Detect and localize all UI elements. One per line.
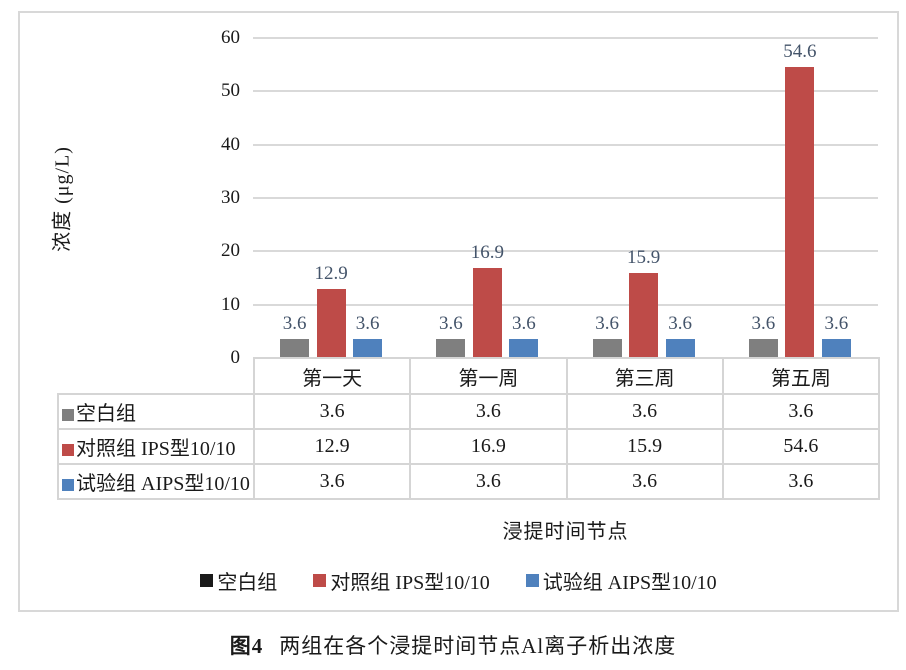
data-table: 第一天 第一周 第三周 第五周 空白组 3.6 3.6 3.6 3.6 对照组 IPS型10/10… xyxy=(57,357,881,500)
value-cell: 3.6 xyxy=(252,393,412,430)
bar-test xyxy=(509,338,539,358)
bar-blank xyxy=(280,338,310,358)
category-header-cell: 第三周 xyxy=(565,357,724,395)
bar-test xyxy=(353,338,383,358)
category-header-cell: 第五周 xyxy=(721,357,881,395)
series-name: 试验组 AIPS型10/10 xyxy=(76,473,250,495)
gridline xyxy=(253,303,878,306)
series-key-cell: 试验组 AIPS型10/10 xyxy=(57,463,255,500)
bar-value-label: 3.6 xyxy=(512,312,536,334)
y-tick-label: 0 xyxy=(230,347,241,368)
legend-item: 空白组 xyxy=(200,566,277,595)
category-header-cell: 第一周 xyxy=(409,357,568,395)
series-key-cell: 空白组 xyxy=(57,393,255,430)
legend-label: 试验组 AIPS型10/10 xyxy=(542,572,717,594)
gridline xyxy=(253,250,878,253)
y-tick-label: 40 xyxy=(221,133,240,155)
bar-value-label: 16.9 xyxy=(470,241,504,263)
value-cell: 3.6 xyxy=(565,393,724,430)
series-swatch-icon xyxy=(62,409,74,421)
series-swatch-icon xyxy=(62,479,74,491)
value-cell: 3.6 xyxy=(409,463,568,500)
bar-control xyxy=(472,267,502,358)
gridline xyxy=(253,197,878,199)
bar-value-label: 3.6 xyxy=(595,312,619,334)
gridline xyxy=(253,90,878,93)
bar-value-label: 3.6 xyxy=(824,312,849,334)
bar-value-label: 3.6 xyxy=(282,312,307,334)
legend-label: 对照组 IPS型10/10 xyxy=(330,572,490,594)
legend-swatch-icon xyxy=(200,574,214,587)
bar-value-label: 3.6 xyxy=(668,312,692,334)
gridline xyxy=(253,143,878,146)
bar-value-label: 3.6 xyxy=(751,312,776,334)
plot-area: 3.6 12.9 3.6 3.6 16.9 3.6 3.6 15.9 3.6 3.6 54.6 3.6 xyxy=(253,37,878,358)
bar-blank xyxy=(748,338,778,358)
bar-control xyxy=(785,66,815,358)
bar-value-label: 12.9 xyxy=(314,263,348,285)
series-name: 对照组 IPS型10/10 xyxy=(76,438,236,460)
value-cell: 3.6 xyxy=(721,463,881,500)
gridline xyxy=(253,37,878,39)
bar-value-label: 3.6 xyxy=(439,312,463,334)
value-cell: 15.9 xyxy=(565,428,724,465)
table-row: 空白组 3.6 3.6 3.6 3.6 xyxy=(57,393,881,430)
table-row: 试验组 AIPS型10/10 3.6 3.6 3.6 3.6 xyxy=(57,463,881,500)
caption-label: 图4 xyxy=(229,634,264,658)
bar-test xyxy=(821,338,851,358)
legend-label: 空白组 xyxy=(217,572,278,594)
series-name: 空白组 xyxy=(76,403,136,425)
value-cell: 3.6 xyxy=(252,463,412,500)
bar-blank xyxy=(592,338,622,358)
legend-item: 对照组 IPS型10/10 xyxy=(313,566,490,595)
value-cell: 54.6 xyxy=(721,428,881,465)
legend-item: 试验组 AIPS型10/10 xyxy=(525,566,717,595)
bar-blank xyxy=(436,338,466,358)
legend-swatch-icon xyxy=(313,574,327,587)
figure-caption: 图4 两组在各个浸提时间节点Al离子析出浓度 xyxy=(0,630,906,660)
legend: 空白组 对照组 IPS型10/10 试验组 AIPS型10/10 xyxy=(20,566,897,595)
bar-value-label: 15.9 xyxy=(627,247,661,269)
bar-value-label: 3.6 xyxy=(355,312,380,334)
y-tick-label: 30 xyxy=(221,187,240,208)
bar-test xyxy=(665,338,695,358)
y-tick-label: 20 xyxy=(221,240,240,262)
y-axis-title: 浓度 (μg/L) xyxy=(51,146,74,252)
y-tick-label: 10 xyxy=(221,293,240,315)
table-row: 对照组 IPS型10/10 12.9 16.9 15.9 54.6 xyxy=(57,428,881,465)
caption-text: 两组在各个浸提时间节点Al离子析出浓度 xyxy=(279,634,677,658)
bar-control xyxy=(629,273,659,358)
x-axis-title: 浸提时间节点 xyxy=(502,521,629,543)
table-header-row: 第一天 第一周 第三周 第五周 xyxy=(58,357,881,395)
category-header-cell: 第一天 xyxy=(252,357,412,395)
chart-frame: 浓度 (μg/L) 3.6 12.9 3.6 3.6 16.9 3.6 3.6 15.9 3.6… xyxy=(18,11,899,612)
value-cell: 16.9 xyxy=(409,428,568,465)
y-tick-label: 50 xyxy=(221,80,240,102)
legend-swatch-icon xyxy=(525,574,539,587)
bar-value-label: 54.6 xyxy=(783,40,817,62)
y-tick-label: 60 xyxy=(221,27,240,48)
value-cell: 3.6 xyxy=(565,463,724,500)
value-cell: 3.6 xyxy=(409,393,568,430)
series-swatch-icon xyxy=(62,444,74,456)
value-cell: 3.6 xyxy=(721,393,881,430)
value-cell: 12.9 xyxy=(252,428,412,465)
series-key-cell: 对照组 IPS型10/10 xyxy=(57,428,255,465)
table-corner-cell xyxy=(58,358,254,394)
bar-control xyxy=(316,289,346,358)
